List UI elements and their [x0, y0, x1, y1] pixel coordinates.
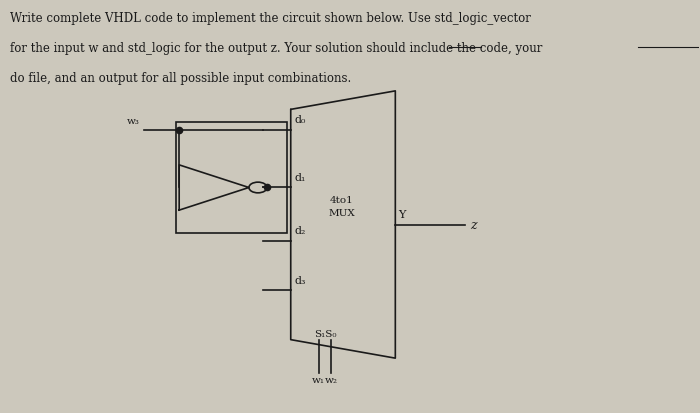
- Text: z: z: [470, 218, 477, 231]
- Text: Write complete VHDL code to implement the circuit shown below. Use std_logic_vec: Write complete VHDL code to implement th…: [10, 12, 531, 25]
- Text: d₀: d₀: [295, 115, 307, 125]
- Text: d₂: d₂: [295, 225, 307, 236]
- Text: Y: Y: [398, 209, 405, 219]
- Text: d₃: d₃: [295, 275, 307, 285]
- Text: do file, and an output for all possible input combinations.: do file, and an output for all possible …: [10, 71, 351, 85]
- Text: 4to1
MUX: 4to1 MUX: [328, 196, 355, 217]
- Text: w₃: w₃: [127, 117, 140, 126]
- Text: S₁S₀: S₁S₀: [314, 329, 336, 338]
- Bar: [176, 122, 287, 233]
- Text: w₁: w₁: [312, 375, 325, 384]
- Text: d₁: d₁: [295, 172, 307, 182]
- Text: w₂: w₂: [325, 375, 337, 384]
- Text: for the input w and std_logic for the output z. Your solution should include the: for the input w and std_logic for the ou…: [10, 42, 542, 55]
